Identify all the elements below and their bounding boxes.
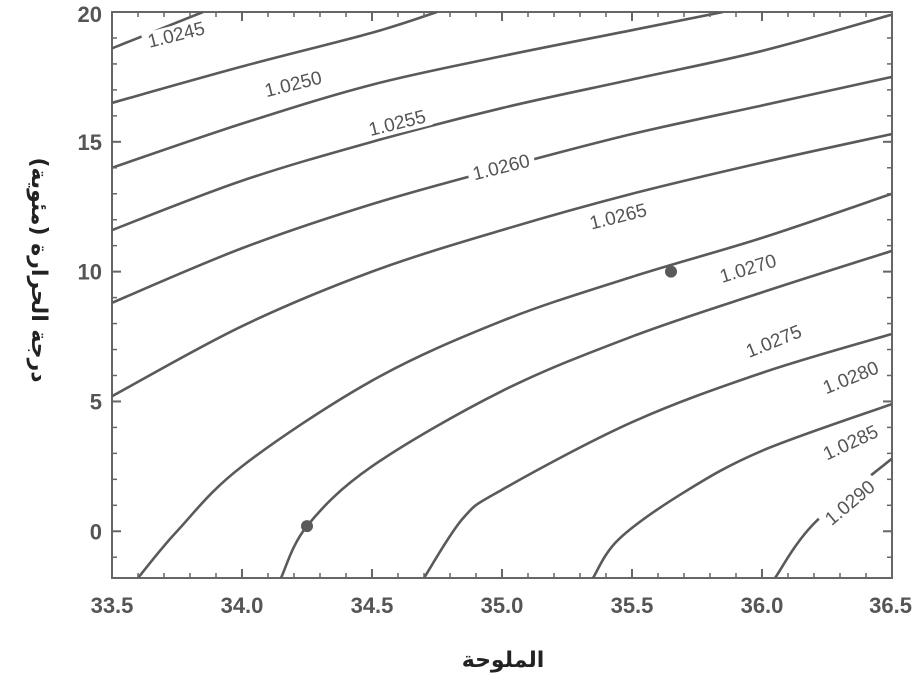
contour-label-bg xyxy=(465,149,537,186)
y-tick-label-0: 0 xyxy=(90,519,102,544)
contour-line-3 xyxy=(112,12,724,170)
marker-point-1 xyxy=(301,520,313,533)
contour-line-7 xyxy=(137,192,892,578)
contour-label-7: 1.0275 xyxy=(743,321,805,362)
x-tick-label-33.5: 33.5 xyxy=(91,593,134,618)
y-tick-label-10: 10 xyxy=(78,260,102,285)
plot-area-frame xyxy=(111,11,893,579)
contour-label-bg xyxy=(712,249,784,289)
contour-label-bg xyxy=(582,198,654,235)
x-tick-label-34.5: 34.5 xyxy=(351,593,394,618)
y-tick-label-5: 5 xyxy=(90,389,102,414)
x-tick-label-36.5: 36.5 xyxy=(869,593,912,618)
contour-lines xyxy=(112,12,892,578)
contour-label-5: 1.0265 xyxy=(588,200,649,234)
contour-label-bg xyxy=(817,473,883,533)
contour-label-bg xyxy=(815,419,886,467)
marker-points xyxy=(301,265,677,533)
contour-label-bg xyxy=(140,17,212,53)
marker-point-2 xyxy=(665,265,677,278)
contour-label-4: 1.0260 xyxy=(471,151,532,185)
contour-line-10 xyxy=(591,402,892,578)
x-tick-label-35.0: 35.0 xyxy=(481,593,524,618)
x-axis-ticks: 33.5 34.0 34.5 35.0 35.5 36.0 36.5 xyxy=(91,12,912,618)
contour-label-bg xyxy=(738,319,810,364)
contour-labels: 1.02451.02501.02551.02601.02651.02701.02… xyxy=(140,17,887,533)
contour-line-2 xyxy=(112,12,438,105)
y-tick-label-15: 15 xyxy=(78,130,102,155)
x-tick-label-34.0: 34.0 xyxy=(221,593,264,618)
contour-label-2: 1.0250 xyxy=(263,68,324,102)
contour-line-4 xyxy=(112,13,892,232)
contour-label-8: 1.0280 xyxy=(820,358,882,399)
y-axis-title: درجة الحرارة (مئوية) xyxy=(26,157,51,382)
x-tick-label-36.0: 36.0 xyxy=(741,593,784,618)
contour-label-10: 1.0290 xyxy=(821,477,879,530)
contour-label-bg xyxy=(361,105,433,142)
x-axis-title: الملوحة xyxy=(462,648,545,673)
y-tick-label-20: 20 xyxy=(78,2,102,27)
contour-line-6 xyxy=(112,132,892,398)
contour-line-11 xyxy=(773,457,892,578)
contour-line-9 xyxy=(422,332,892,578)
contour-label-9: 1.0285 xyxy=(820,422,882,466)
contour-label-6: 1.0270 xyxy=(717,251,779,288)
y-axis-ticks: 0 5 10 15 20 xyxy=(78,2,892,558)
contour-label-bg xyxy=(815,355,887,400)
contour-line-8 xyxy=(279,249,892,578)
contour-label-bg xyxy=(257,66,329,103)
x-tick-label-35.5: 35.5 xyxy=(611,593,654,618)
